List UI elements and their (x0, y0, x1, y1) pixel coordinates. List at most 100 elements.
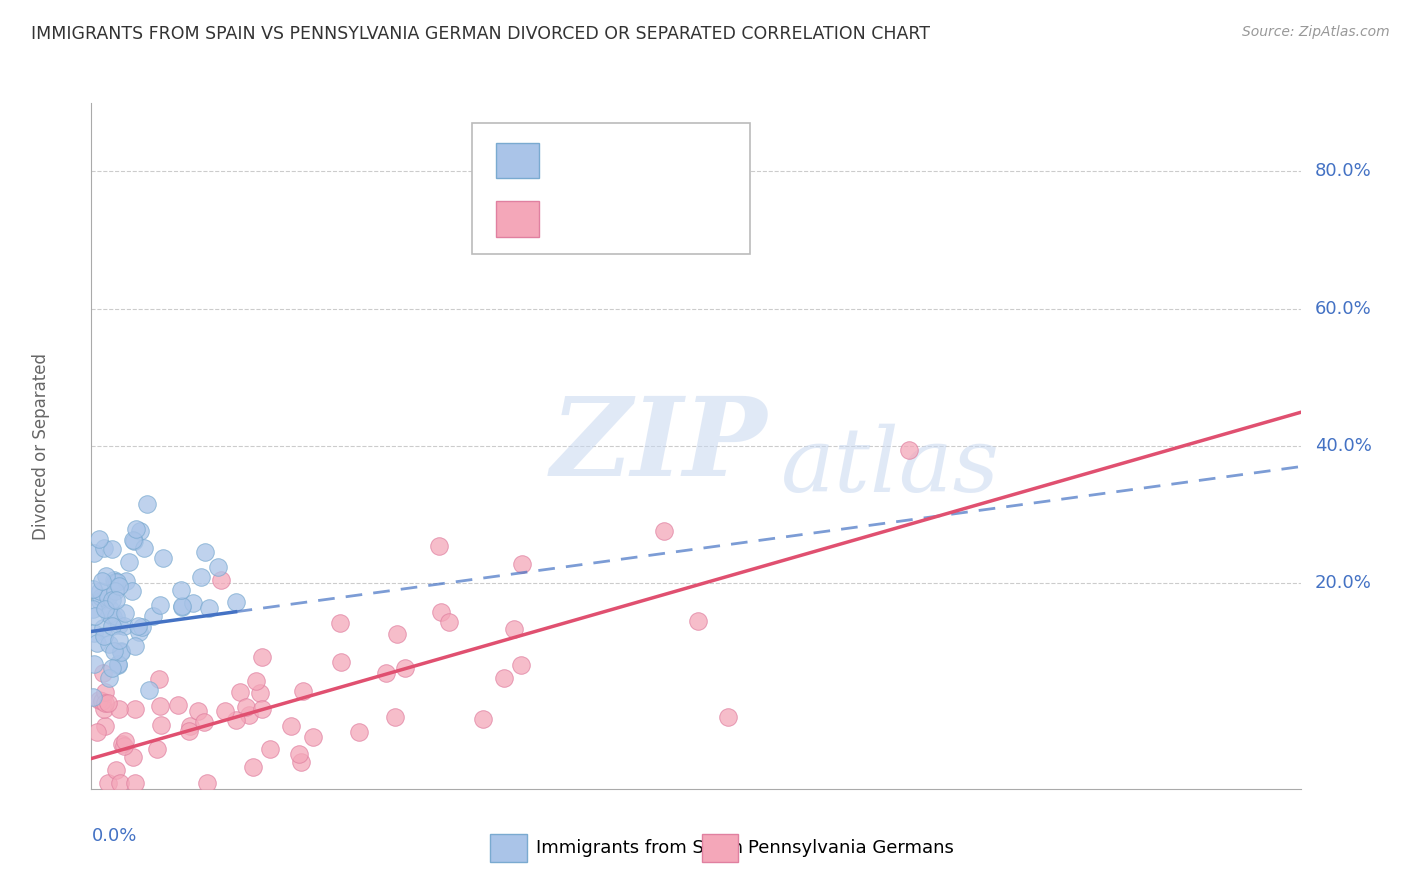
Point (290, 755, 312, 769)
Text: 0.0%: 0.0% (91, 827, 136, 846)
Point (170, 583, 193, 598)
Point (127, 619, 149, 633)
Point (91, 666, 114, 681)
Point (114, 607, 136, 621)
Text: Pennsylvania Germans: Pennsylvania Germans (748, 838, 953, 857)
Point (259, 742, 281, 756)
Text: 80.0%: 80.0% (1315, 162, 1372, 180)
Point (94, 601, 117, 615)
Point (86, 725, 108, 739)
Text: 40.0%: 40.0% (1315, 437, 1372, 455)
Point (97, 775, 120, 789)
Point (145, 741, 167, 756)
Point (177, 724, 200, 739)
Point (250, 702, 273, 716)
Point (101, 592, 124, 607)
Point (118, 555, 141, 569)
Point (103, 644, 125, 658)
Point (89, 584, 111, 599)
Point (242, 759, 264, 773)
Point (122, 533, 145, 547)
Point (105, 764, 128, 778)
Point (190, 569, 212, 583)
Point (82, 602, 104, 616)
Point (104, 583, 127, 598)
Point (129, 524, 152, 538)
Point (132, 541, 155, 555)
Point (94, 685, 117, 699)
Point (100, 542, 122, 557)
Point (225, 595, 247, 609)
Point (152, 551, 174, 566)
Point (107, 657, 129, 672)
Point (97, 591, 120, 605)
FancyBboxPatch shape (496, 143, 538, 178)
Point (135, 497, 157, 511)
Point (98, 601, 121, 615)
Point (122, 750, 145, 764)
Point (249, 686, 271, 700)
Point (385, 626, 408, 640)
Point (167, 698, 190, 712)
Point (110, 644, 132, 658)
Point (375, 666, 398, 681)
Point (82, 690, 104, 704)
Point (86, 636, 108, 650)
Point (90, 694, 112, 708)
Point (104, 592, 127, 607)
Point (105, 574, 128, 589)
Text: R = 0.532: R = 0.532 (554, 208, 651, 227)
Point (302, 730, 325, 744)
Point (110, 645, 132, 659)
Point (280, 719, 302, 733)
Point (503, 623, 526, 637)
Text: Immigrants from Spain: Immigrants from Spain (536, 838, 744, 857)
Point (195, 775, 218, 789)
Point (131, 619, 153, 633)
Point (897, 443, 920, 458)
Point (91, 622, 114, 636)
Text: Divorced or Separated: Divorced or Separated (31, 352, 49, 540)
Point (430, 605, 453, 619)
Point (114, 734, 136, 748)
Point (128, 625, 150, 640)
Point (89, 594, 111, 608)
Point (93, 541, 115, 555)
Point (193, 714, 215, 729)
Point (97, 696, 120, 710)
Point (83, 546, 105, 560)
Point (238, 708, 260, 723)
Point (108, 579, 131, 593)
Text: R = 0.253: R = 0.253 (554, 150, 651, 169)
Point (98, 607, 121, 622)
Point (214, 704, 236, 718)
Point (108, 617, 131, 632)
Point (103, 573, 125, 587)
Point (250, 650, 273, 665)
Point (124, 639, 146, 653)
Point (384, 710, 406, 724)
Point (437, 615, 460, 629)
FancyBboxPatch shape (491, 834, 527, 862)
FancyBboxPatch shape (702, 834, 738, 862)
Text: N = 70: N = 70 (665, 150, 740, 169)
Point (472, 712, 495, 726)
Point (172, 599, 194, 614)
FancyBboxPatch shape (472, 123, 751, 253)
Point (115, 574, 138, 588)
Point (652, 524, 675, 539)
Point (149, 598, 172, 612)
Point (90, 574, 112, 588)
Point (394, 661, 416, 675)
Point (112, 739, 135, 754)
Point (138, 682, 160, 697)
Point (492, 671, 515, 685)
Point (124, 702, 146, 716)
Point (82, 582, 104, 596)
Point (111, 738, 134, 752)
Point (209, 573, 232, 587)
Point (149, 699, 172, 714)
Point (148, 672, 170, 686)
Text: 60.0%: 60.0% (1315, 300, 1372, 318)
Point (101, 619, 124, 633)
